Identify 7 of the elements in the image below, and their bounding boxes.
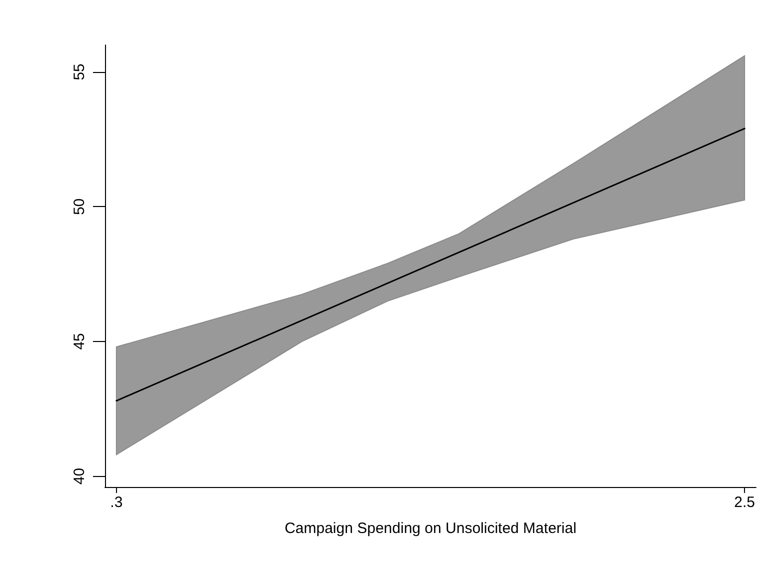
x-axis-title: Campaign Spending on Unsolicited Material — [284, 520, 576, 537]
x-tick-label: 2.5 — [734, 494, 756, 511]
y-tick-label: 40 — [71, 468, 88, 485]
y-tick-label: 45 — [71, 333, 88, 350]
y-tick-label: 50 — [71, 198, 88, 216]
x-tick-label: .3 — [110, 494, 123, 511]
y-tick-label: 55 — [71, 64, 88, 80]
